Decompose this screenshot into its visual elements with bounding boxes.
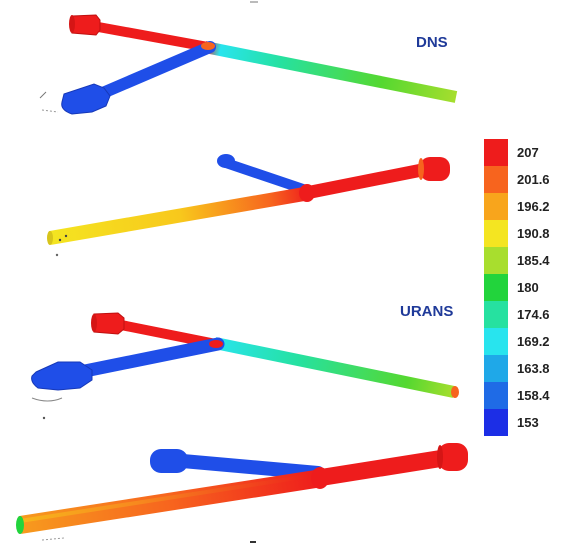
urans-top-view	[31, 312, 459, 420]
legend-row: 185.4	[484, 247, 568, 274]
urans-side-cold-inlet-nozzle	[150, 449, 188, 473]
legend-value: 201.6	[517, 172, 550, 187]
urans-side-outlet-pipe	[18, 469, 324, 534]
legend-row: 158.4	[484, 382, 568, 409]
legend-swatch	[484, 328, 508, 355]
legend-row: 196.2	[484, 193, 568, 220]
legend-value: 185.4	[517, 253, 550, 268]
legend-value: 180	[517, 280, 539, 295]
legend-swatch	[484, 139, 508, 166]
dns-top-hot-inlet-pipe	[77, 19, 213, 52]
urans-top-cold-inlet-nozzle	[31, 361, 93, 391]
legend-swatch	[484, 166, 508, 193]
legend-row: 163.8	[484, 355, 568, 382]
legend-value: 196.2	[517, 199, 550, 214]
legend-value: 169.2	[517, 334, 550, 349]
legend-row: 207	[484, 139, 568, 166]
urans-label: URANS	[400, 303, 454, 320]
dns-top-axis-mark	[39, 91, 47, 99]
urans-top-cold-inlet-pipe	[73, 337, 225, 379]
legend-value: 207	[517, 145, 539, 160]
legend-swatch	[484, 301, 508, 328]
legend-row: 174.6	[484, 301, 568, 328]
legend-value: 190.8	[517, 226, 550, 241]
legend-value: 158.4	[517, 388, 550, 403]
legend-row: 153	[484, 409, 568, 436]
legend-swatch	[484, 274, 508, 301]
legend-swatch	[484, 193, 508, 220]
dns-side-cold-inlet-nozzle	[217, 154, 235, 168]
legend-swatch	[484, 220, 508, 247]
dns-top-view	[39, 14, 458, 115]
dns-side-cold-inlet-pipe	[221, 158, 311, 195]
dns-top-hot-inlet-nozzle	[71, 14, 101, 36]
dns-side-hot-inlet-pipe	[299, 161, 439, 200]
dns-side-view	[47, 154, 450, 257]
dns-label: DNS	[416, 34, 448, 51]
urans-side-view	[16, 443, 468, 541]
temperature-color-legend: 207 201.6 196.2 190.8 185.4 180 174.6 16…	[484, 139, 568, 436]
dns-top-cold-inlet-pipe	[92, 41, 216, 101]
legend-swatch	[484, 382, 508, 409]
dns-top-outlet-pipe	[203, 41, 458, 103]
legend-value: 163.8	[517, 361, 550, 376]
legend-row: 180	[484, 274, 568, 301]
legend-row: 201.6	[484, 166, 568, 193]
legend-swatch	[484, 247, 508, 274]
legend-row: 190.8	[484, 220, 568, 247]
urans-side-hot-inlet-nozzle	[438, 443, 468, 471]
dns-top-cold-inlet-nozzle	[61, 83, 111, 115]
legend-swatch	[484, 409, 508, 436]
legend-value: 174.6	[517, 307, 550, 322]
legend-value: 153	[517, 415, 539, 430]
legend-swatch	[484, 355, 508, 382]
dns-side-hot-inlet-nozzle	[420, 157, 450, 181]
dns-side-outlet-pipe	[48, 186, 312, 245]
urans-top-outlet-pipe	[213, 337, 456, 398]
urans-top-hot-inlet-nozzle	[93, 312, 125, 335]
legend-row: 169.2	[484, 328, 568, 355]
urans-side-hot-inlet-pipe	[309, 448, 459, 487]
